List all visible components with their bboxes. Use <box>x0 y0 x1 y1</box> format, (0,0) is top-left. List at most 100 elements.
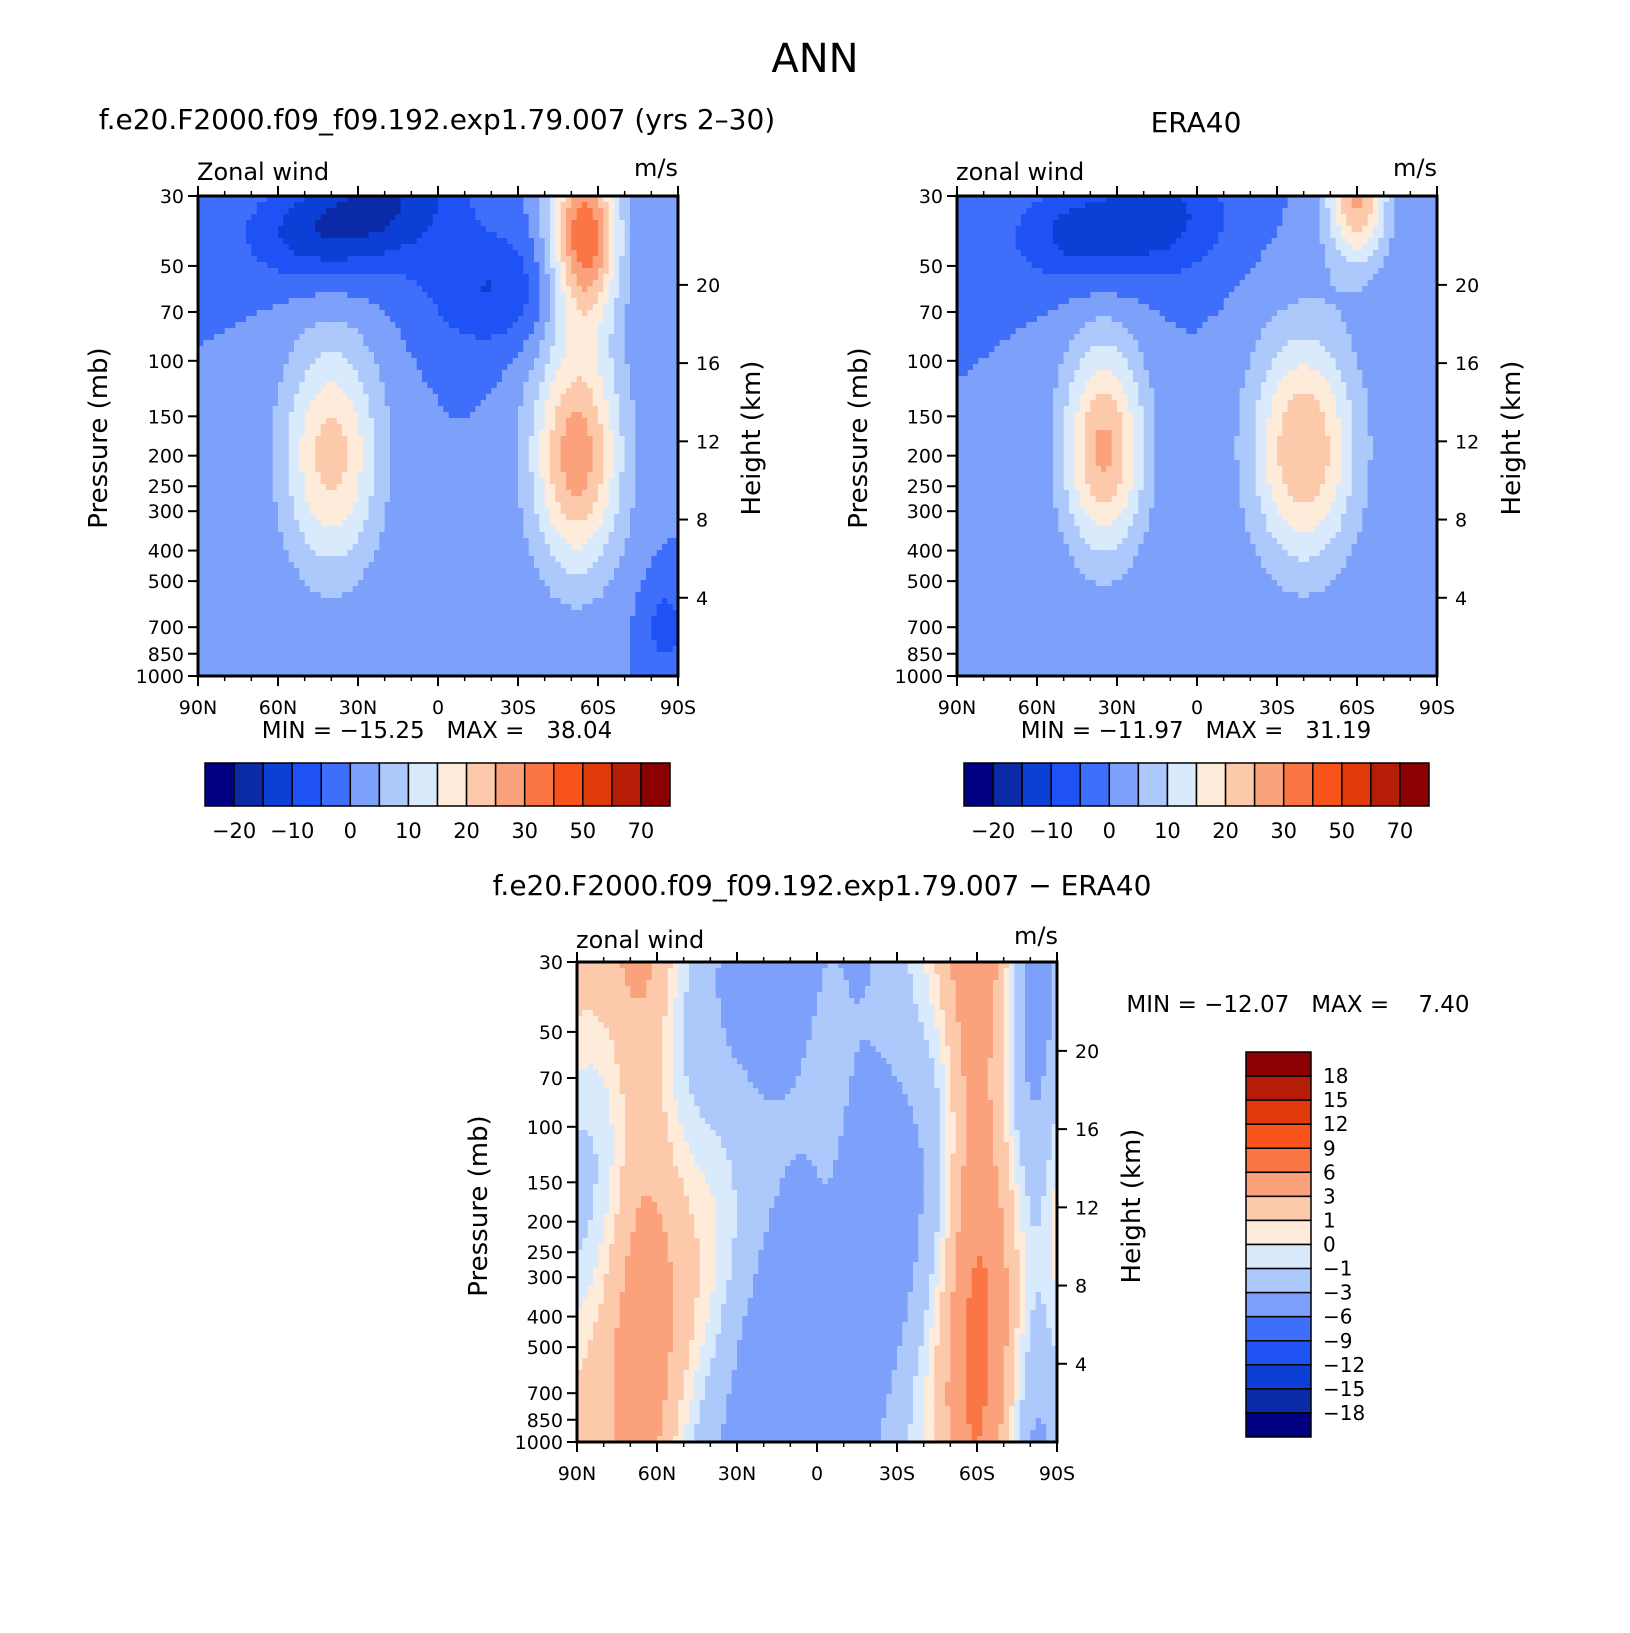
height-tick-label: 12 <box>696 431 720 453</box>
colorbar-swatch <box>1255 763 1284 806</box>
height-tick-label: 16 <box>1075 1119 1099 1141</box>
y-tick-label: 100 <box>148 351 184 373</box>
x-tick-label: 60S <box>580 697 616 719</box>
height-tick-label: 4 <box>696 588 708 610</box>
colorbar-swatch <box>321 763 350 806</box>
colorbar-label: 20 <box>453 819 480 843</box>
x-tick-label: 60S <box>959 1463 995 1485</box>
panel-model-subtitle-right: m/s <box>634 154 678 182</box>
panel-era40-plot: 305070100150200250300400500700850100090N… <box>895 186 1480 719</box>
colorbar-swatch <box>1246 1148 1311 1172</box>
height-tick-label: 4 <box>1455 588 1467 610</box>
colorbar-label: −12 <box>1323 1353 1365 1377</box>
panel-era40-ylabel-right: Height (km) <box>1497 361 1527 516</box>
colorbar-label: 20 <box>1212 819 1239 843</box>
colorbar-swatch <box>964 763 993 806</box>
x-tick-label: 30N <box>339 697 377 719</box>
colorbar-label: −10 <box>1029 819 1073 843</box>
colorbar-swatch <box>1246 1317 1311 1341</box>
colorbar-swatch <box>993 763 1022 806</box>
colorbar-swatch <box>1313 763 1342 806</box>
y-tick-label: 700 <box>148 617 184 639</box>
y-tick-label: 1000 <box>136 666 184 688</box>
colorbar-label: 10 <box>1154 819 1181 843</box>
colorbar-swatch <box>1246 1269 1311 1293</box>
panel-diff-plot: 305070100150200250300400500700850100090N… <box>515 952 1100 1485</box>
y-tick-label: 200 <box>527 1212 563 1234</box>
colorbar-swatch <box>379 763 408 806</box>
panel-diff-subtitle-left: zonal wind <box>576 926 704 954</box>
colorbar-swatch <box>1371 763 1400 806</box>
colorbar-swatch <box>1246 1245 1311 1269</box>
y-tick-label: 30 <box>919 186 943 208</box>
y-tick-label: 400 <box>148 541 184 563</box>
colorbar-label: 12 <box>1323 1112 1348 1136</box>
colorbar-label: 6 <box>1323 1160 1336 1184</box>
colorbar-swatch <box>1051 763 1080 806</box>
y-tick-label: 1000 <box>515 1432 563 1454</box>
y-tick-label: 200 <box>148 446 184 468</box>
colorbar-swatch <box>234 763 263 806</box>
y-tick-label: 250 <box>148 476 184 498</box>
colorbar-swatch <box>525 763 554 806</box>
colorbar-swatch <box>641 763 670 806</box>
x-tick-label: 30N <box>1098 697 1136 719</box>
height-tick-label: 20 <box>1455 275 1479 297</box>
panel-model-title: f.e20.F2000.f09_f09.192.exp1.79.007 (yrs… <box>99 103 775 136</box>
x-tick-label: 90N <box>558 1463 596 1485</box>
colorbar-swatch <box>1246 1293 1311 1317</box>
y-tick-label: 250 <box>907 476 943 498</box>
colorbar-swatch <box>1197 763 1226 806</box>
height-tick-label: 8 <box>1455 510 1467 532</box>
panel-era40-colorbar: −20 −10 0 10 20 30 50 70 <box>964 763 1429 843</box>
colorbar-label: 70 <box>628 819 655 843</box>
colorbar-swatch <box>583 763 612 806</box>
colorbar-swatch <box>1246 1220 1311 1244</box>
height-tick-label: 20 <box>696 275 720 297</box>
y-tick-label: 850 <box>527 1410 563 1432</box>
y-tick-label: 50 <box>539 1022 563 1044</box>
colorbar-label: 30 <box>1270 819 1297 843</box>
panel-era40-title: ERA40 <box>1151 106 1242 139</box>
colorbar-swatch <box>263 763 292 806</box>
panel-model-colorbar: −20 −10 0 10 20 30 50 70 <box>205 763 670 843</box>
colorbar-label: −1 <box>1323 1257 1352 1281</box>
colorbar-swatch <box>350 763 379 806</box>
colorbar-swatch <box>292 763 321 806</box>
colorbar-swatch <box>496 763 525 806</box>
x-tick-label: 30S <box>500 697 536 719</box>
panel-diff-ylabel-right: Height (km) <box>1117 1129 1147 1284</box>
contour-field <box>957 196 1438 677</box>
colorbar-swatch <box>1246 1076 1311 1100</box>
panel-diff-ylabel: Pressure (mb) <box>464 1115 494 1296</box>
y-tick-label: 300 <box>907 501 943 523</box>
panel-diff-title: f.e20.F2000.f09_f09.192.exp1.79.007 − ER… <box>493 869 1152 902</box>
colorbar-swatch <box>1246 1196 1311 1220</box>
panel-era40-subtitle-right: m/s <box>1393 154 1437 182</box>
x-tick-label: 0 <box>811 1463 823 1485</box>
colorbar-label: 50 <box>569 819 596 843</box>
colorbar-swatch <box>467 763 496 806</box>
y-tick-label: 500 <box>907 571 943 593</box>
y-tick-label: 30 <box>160 186 184 208</box>
colorbar-label: 0 <box>344 819 357 843</box>
colorbar-swatch <box>1246 1124 1311 1148</box>
y-tick-label: 50 <box>919 256 943 278</box>
colorbar-swatch <box>1284 763 1313 806</box>
colorbar-swatch <box>1400 763 1429 806</box>
panel-model-ylabel: Pressure (mb) <box>84 347 114 528</box>
height-tick-label: 8 <box>696 510 708 532</box>
height-tick-label: 20 <box>1075 1041 1099 1063</box>
colorbar-label: 3 <box>1323 1184 1336 1208</box>
colorbar-swatch <box>1226 763 1255 806</box>
contour-field <box>577 962 1058 1443</box>
panel-model-ylabel-right: Height (km) <box>737 361 767 516</box>
panel-era40-ylabel: Pressure (mb) <box>844 347 874 528</box>
height-tick-label: 16 <box>696 353 720 375</box>
x-tick-label: 90S <box>1419 697 1455 719</box>
height-tick-label: 12 <box>1075 1197 1099 1219</box>
panel-model: f.e20.F2000.f09_f09.192.exp1.79.007 (yrs… <box>84 103 775 843</box>
colorbar-swatch <box>1080 763 1109 806</box>
